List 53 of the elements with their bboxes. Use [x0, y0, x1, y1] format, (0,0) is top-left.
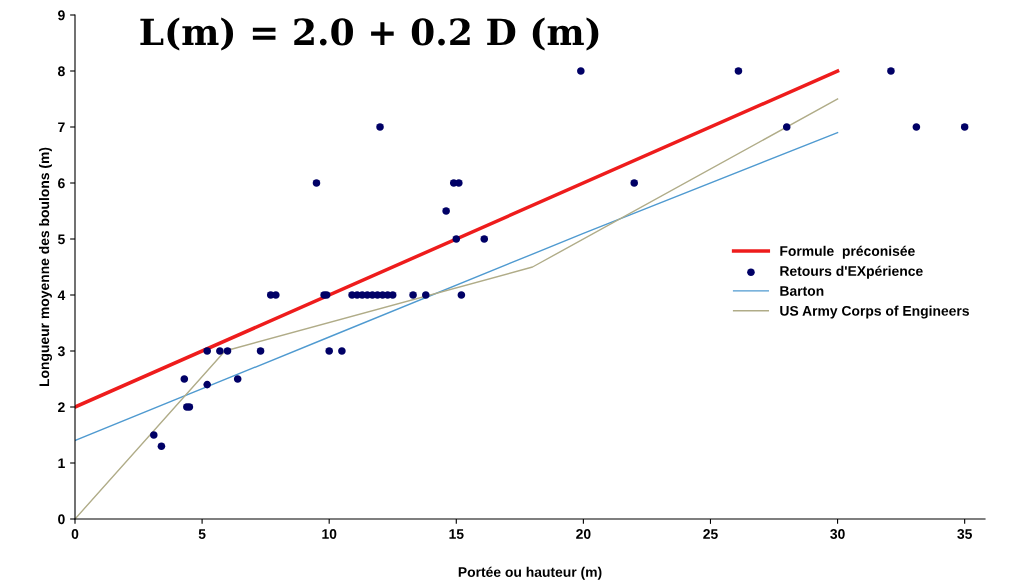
- point: [312, 179, 321, 187]
- y-tick-label: 2: [58, 402, 65, 413]
- x-tick-label: 25: [703, 529, 718, 539]
- point: [150, 431, 158, 439]
- point: [223, 347, 232, 355]
- point: [180, 375, 189, 383]
- y-tick-label: 4: [57, 290, 66, 301]
- point: [203, 380, 211, 389]
- point: [272, 291, 280, 299]
- legend-label: US Army Corps of Engineers: [780, 305, 969, 319]
- y-tick-label: 9: [58, 10, 65, 21]
- point: [338, 347, 346, 355]
- x-tick-label: 10: [322, 529, 337, 539]
- y-axis-title: Longueur moyenne des boulons (m): [38, 147, 52, 387]
- point: [782, 123, 791, 131]
- x-tick-label: 0: [71, 529, 79, 539]
- y-tick-label: 7: [58, 122, 65, 133]
- y-tick-label: 6: [58, 178, 65, 189]
- legend-label: Barton: [780, 286, 824, 296]
- point: [409, 291, 417, 299]
- x-axis-title: Portée ou hauteur (m): [458, 566, 602, 580]
- legend-label: Retours d'EXpérience: [780, 265, 923, 279]
- point: [455, 179, 463, 187]
- point: [480, 235, 489, 243]
- y-tick-label: 8: [57, 66, 65, 77]
- point: [233, 375, 242, 383]
- point: [630, 179, 639, 187]
- point: [442, 207, 450, 215]
- point: [960, 123, 969, 131]
- point: [887, 67, 895, 75]
- point: [325, 347, 333, 355]
- point: [421, 291, 430, 299]
- point: [203, 347, 211, 355]
- x-tick-label: 20: [576, 529, 591, 539]
- x-tick-label: 30: [830, 529, 845, 539]
- x-tick-label: 5: [198, 529, 206, 539]
- y-tick-label: 3: [57, 346, 65, 357]
- y-tick-label: 5: [57, 234, 65, 245]
- point: [256, 347, 265, 355]
- legend-label: Formule préconisée: [780, 245, 915, 259]
- point: [457, 291, 466, 299]
- point: [452, 235, 461, 243]
- y-tick-label: 1: [58, 458, 65, 469]
- point: [216, 347, 224, 355]
- point: [157, 442, 166, 450]
- point: [734, 67, 743, 75]
- point: [577, 67, 585, 75]
- x-tick-label: 15: [449, 529, 464, 539]
- chart-title: L(m) = 2.0 + 0.2 D (m): [140, 17, 599, 51]
- y-tick-label: 0: [58, 514, 65, 525]
- x-tick-label: 35: [957, 529, 972, 539]
- point: [912, 123, 921, 131]
- point: [376, 123, 384, 131]
